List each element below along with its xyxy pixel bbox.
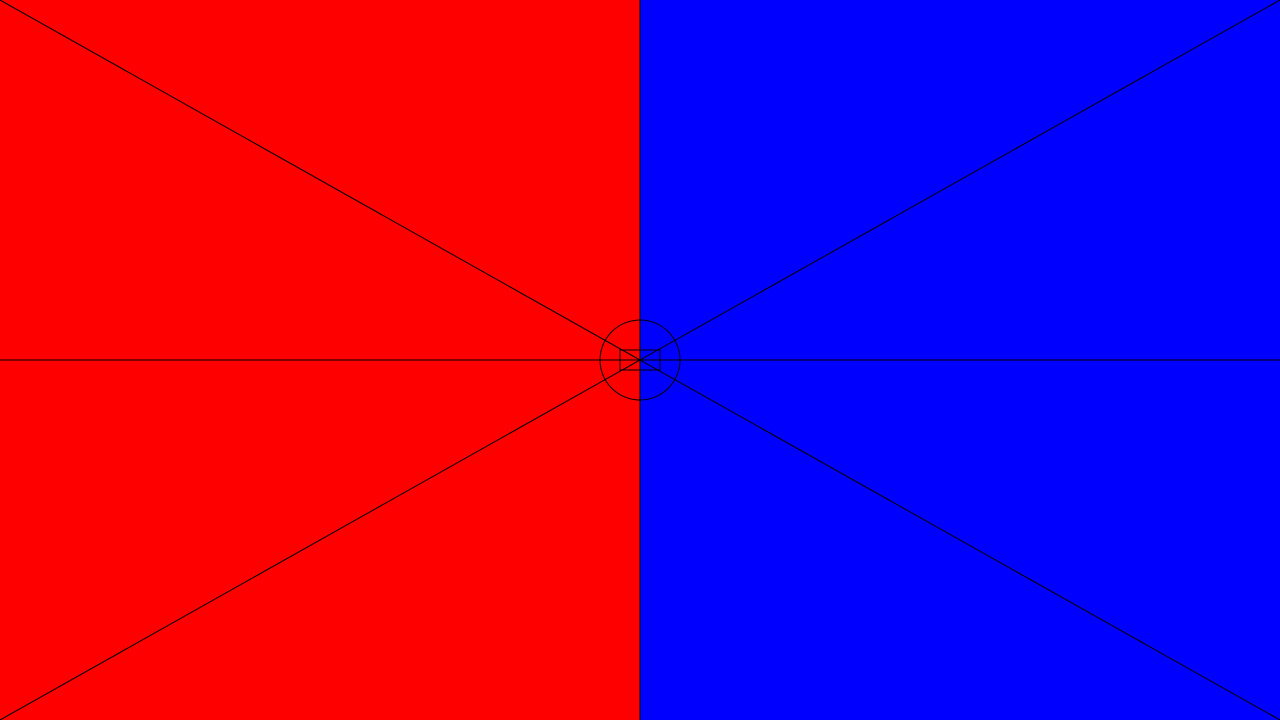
center-rectangle: [619, 349, 661, 371]
center-circle: [599, 319, 681, 401]
